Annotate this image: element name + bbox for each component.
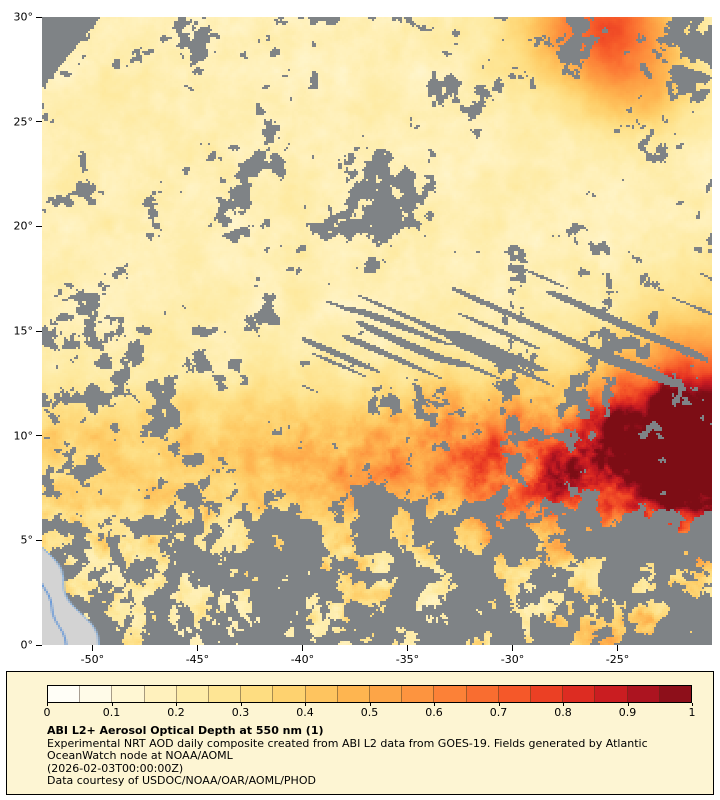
colorbar-segment: [80, 686, 113, 702]
lat-tick-label: 10°: [13, 429, 34, 443]
lat-tick: [36, 435, 42, 437]
lat-tick: [36, 121, 42, 123]
lat-tick: [36, 225, 42, 227]
lon-tick: [196, 645, 198, 651]
colorbar-tick-label: 0.4: [296, 706, 314, 719]
colorbar-tick-label: 1: [688, 706, 696, 719]
lat-tick-label: 25°: [13, 115, 34, 129]
legend-credit: Data courtesy of USDOC/NOAA/OAR/AOML/PHO…: [47, 774, 316, 787]
legend-title: ABI L2+ Aerosol Optical Depth at 550 nm …: [47, 724, 324, 737]
colorbar-segment: [273, 686, 306, 702]
colorbar-segment: [337, 686, 371, 702]
colorbar-segment: [370, 686, 403, 702]
colorbar-tick-label: 0.8: [554, 706, 572, 719]
colorbar-tick-label: 0.6: [425, 706, 443, 719]
colorbar-segment: [563, 686, 596, 702]
colorbar-segment: [531, 686, 564, 702]
legend-timestamp: (2026-02-03T00:00:00Z): [47, 761, 184, 775]
colorbar-segment: [209, 686, 242, 702]
legend-text: ABI L2+ Aerosol Optical Depth at 550 nm …: [47, 724, 681, 788]
colorbar-segment: [305, 686, 338, 702]
colorbar-segment: [659, 686, 692, 702]
lat-tick: [36, 330, 42, 332]
lat-tick: [36, 16, 42, 18]
lon-tick: [511, 645, 513, 651]
lat-tick-label: 0°: [20, 638, 34, 652]
colorbar-tick-label: 0.2: [167, 706, 185, 719]
map-plot: [42, 17, 712, 645]
lon-tick: [301, 645, 303, 651]
lon-tick-label: -40°: [290, 653, 315, 666]
colorbar-tick: [627, 703, 629, 706]
colorbar-segment: [595, 686, 628, 702]
colorbar-segment: [112, 686, 145, 702]
colorbar-tick-label: 0.3: [231, 706, 250, 719]
lat-tick-label: 20°: [13, 219, 34, 233]
colorbar: [47, 685, 692, 703]
colorbar-segment: [627, 686, 660, 702]
lat-tick-label: 15°: [13, 324, 34, 338]
colorbar-tick: [111, 703, 113, 706]
aod-heatmap-canvas: [42, 17, 712, 645]
lon-tick-label: -50°: [80, 653, 105, 666]
colorbar-tick-label: 0.9: [618, 706, 637, 719]
legend-description: Experimental NRT AOD daily composite cre…: [47, 736, 648, 762]
colorbar-segment: [48, 686, 81, 702]
colorbar-tick: [692, 703, 693, 706]
colorbar-segment: [402, 686, 435, 702]
colorbar-segment: [176, 686, 210, 702]
legend-panel: 0 0.1 0.2 0.3 0.4 0.5 0.6 0.7 0.8 0.9 1 ABI L2+ Ae…: [6, 671, 714, 795]
colorbar-tick-label: 0.7: [489, 706, 508, 719]
colorbar-segment: [434, 686, 467, 702]
colorbar-tick-label: 0.1: [102, 706, 121, 719]
colorbar-tick: [498, 703, 500, 706]
lon-tick: [91, 645, 93, 651]
lon-tick-label: -35°: [395, 653, 420, 666]
colorbar-tick: [563, 703, 564, 706]
colorbar-tick: [47, 703, 48, 706]
lat-tick: [36, 644, 42, 646]
colorbar-tick: [369, 703, 371, 706]
lon-tick: [406, 645, 408, 651]
colorbar-segment: [241, 686, 274, 702]
colorbar-segment: [144, 686, 177, 702]
lat-tick: [36, 539, 42, 541]
lon-tick: [616, 645, 618, 651]
colorbar-segment: [466, 686, 499, 702]
lat-tick-label: 5°: [20, 533, 34, 547]
colorbar-tick: [176, 703, 177, 706]
colorbar-tick: [305, 703, 306, 706]
lon-tick-label: -25°: [605, 653, 630, 666]
lat-tick-label: 30°: [13, 10, 34, 24]
lon-tick-label: -30°: [500, 653, 525, 666]
colorbar-tick-labels: 0 0.1 0.2 0.3 0.4 0.5 0.6 0.7 0.8 0.9 1: [43, 703, 696, 721]
colorbar-tick: [434, 703, 435, 706]
colorbar-tick-label: 0: [43, 706, 51, 719]
lon-tick-label: -45°: [185, 653, 210, 666]
colorbar-tick-label: 0.5: [360, 706, 379, 719]
colorbar-segment: [498, 686, 532, 702]
colorbar-tick: [240, 703, 242, 706]
